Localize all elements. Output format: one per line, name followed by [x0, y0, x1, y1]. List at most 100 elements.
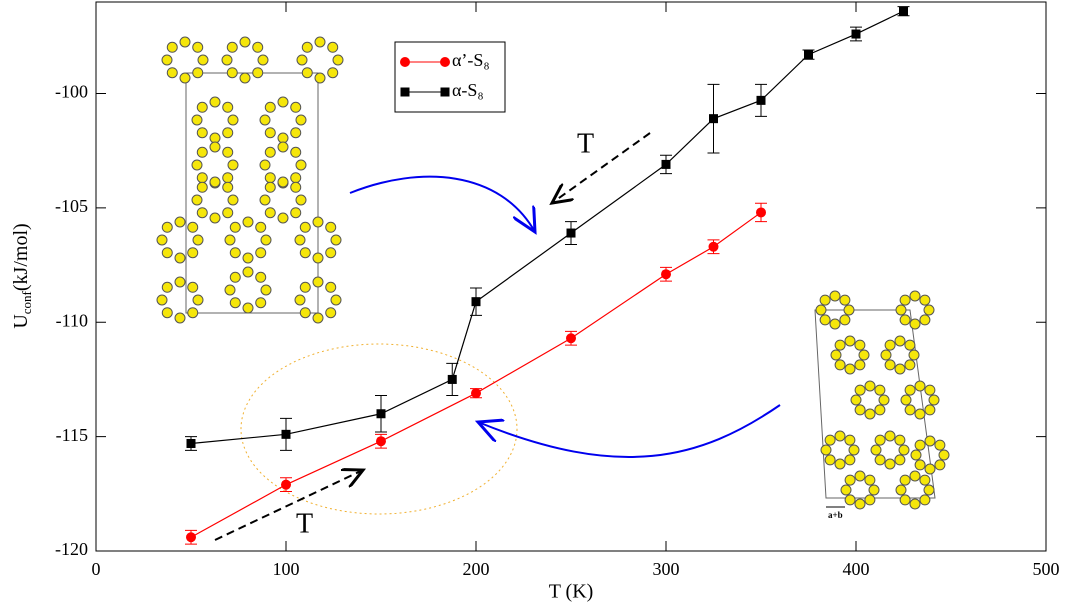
y-label-unit: (kJ/mol)	[10, 223, 32, 291]
point	[281, 429, 291, 439]
atom	[914, 408, 926, 420]
dashed-arrow	[552, 132, 651, 203]
atom	[290, 146, 302, 158]
atom	[914, 439, 926, 451]
atom	[161, 281, 173, 293]
atom	[264, 146, 276, 158]
dashed-arrow	[214, 470, 363, 541]
atom	[290, 127, 302, 139]
atom	[222, 101, 234, 113]
atom	[156, 234, 168, 246]
point	[447, 374, 457, 384]
atom	[264, 181, 276, 193]
annotation: a+b	[828, 510, 843, 520]
atom	[325, 247, 337, 259]
atom	[899, 494, 911, 506]
atom	[252, 67, 264, 79]
atom	[844, 434, 856, 446]
atom	[156, 294, 168, 306]
atom	[224, 234, 236, 246]
x-tick-label: 500	[1033, 559, 1060, 579]
atom	[919, 294, 931, 306]
atom	[192, 67, 204, 79]
atom	[192, 41, 204, 53]
atom	[843, 304, 855, 316]
atom	[854, 470, 866, 482]
point	[566, 333, 576, 344]
atom	[296, 54, 308, 66]
atom	[884, 430, 896, 442]
atom	[222, 172, 234, 184]
y-label-main: U	[10, 314, 32, 329]
point	[281, 479, 291, 490]
atom	[884, 458, 896, 470]
atom	[209, 96, 221, 108]
point	[661, 159, 671, 169]
atom	[899, 314, 911, 326]
atom	[909, 290, 921, 302]
atom	[894, 434, 906, 446]
point	[471, 388, 481, 399]
atom	[858, 349, 870, 361]
atom	[174, 312, 186, 324]
legend-label: α-S₈	[452, 80, 484, 100]
atom	[834, 430, 846, 442]
atom	[277, 212, 289, 224]
atom	[938, 449, 950, 461]
atom	[229, 297, 241, 309]
point	[899, 6, 908, 16]
atom	[854, 498, 866, 510]
atom	[327, 67, 339, 79]
atom	[844, 494, 856, 506]
atom	[909, 470, 921, 482]
atom	[330, 294, 342, 306]
atom	[227, 114, 239, 126]
atom	[819, 314, 831, 326]
point	[566, 228, 576, 238]
legend-marker	[400, 57, 410, 67]
y-tick-label: -110	[56, 310, 88, 330]
atom	[924, 384, 936, 396]
atom	[854, 359, 866, 371]
atom	[226, 67, 238, 79]
atom	[264, 101, 276, 113]
atom	[332, 54, 344, 66]
atom	[255, 297, 267, 309]
point	[661, 269, 671, 280]
point	[376, 436, 386, 447]
atom	[161, 307, 173, 319]
atom	[264, 207, 276, 219]
atom	[874, 434, 886, 446]
atom	[187, 221, 199, 233]
atom	[908, 349, 920, 361]
point	[708, 241, 719, 252]
atom	[919, 494, 931, 506]
atom	[894, 363, 906, 375]
atom	[854, 384, 866, 396]
atom	[174, 216, 186, 228]
atom	[330, 234, 342, 246]
y-label-sub: conf	[19, 290, 34, 314]
atom	[900, 394, 912, 406]
atom	[295, 114, 307, 126]
atom	[255, 247, 267, 259]
atom	[898, 444, 910, 456]
atom	[196, 146, 208, 158]
atom	[222, 207, 234, 219]
crystal-images	[156, 36, 950, 510]
atom	[221, 54, 233, 66]
atom	[196, 127, 208, 139]
atom	[187, 281, 199, 293]
point	[186, 438, 196, 448]
atom	[874, 384, 886, 396]
atom	[229, 247, 241, 259]
atom	[910, 449, 922, 461]
atom	[914, 380, 926, 392]
atom	[239, 72, 251, 84]
annotation: T	[577, 128, 594, 159]
atom	[314, 36, 326, 48]
atom	[924, 435, 936, 447]
atom	[854, 339, 866, 351]
atom	[299, 247, 311, 259]
